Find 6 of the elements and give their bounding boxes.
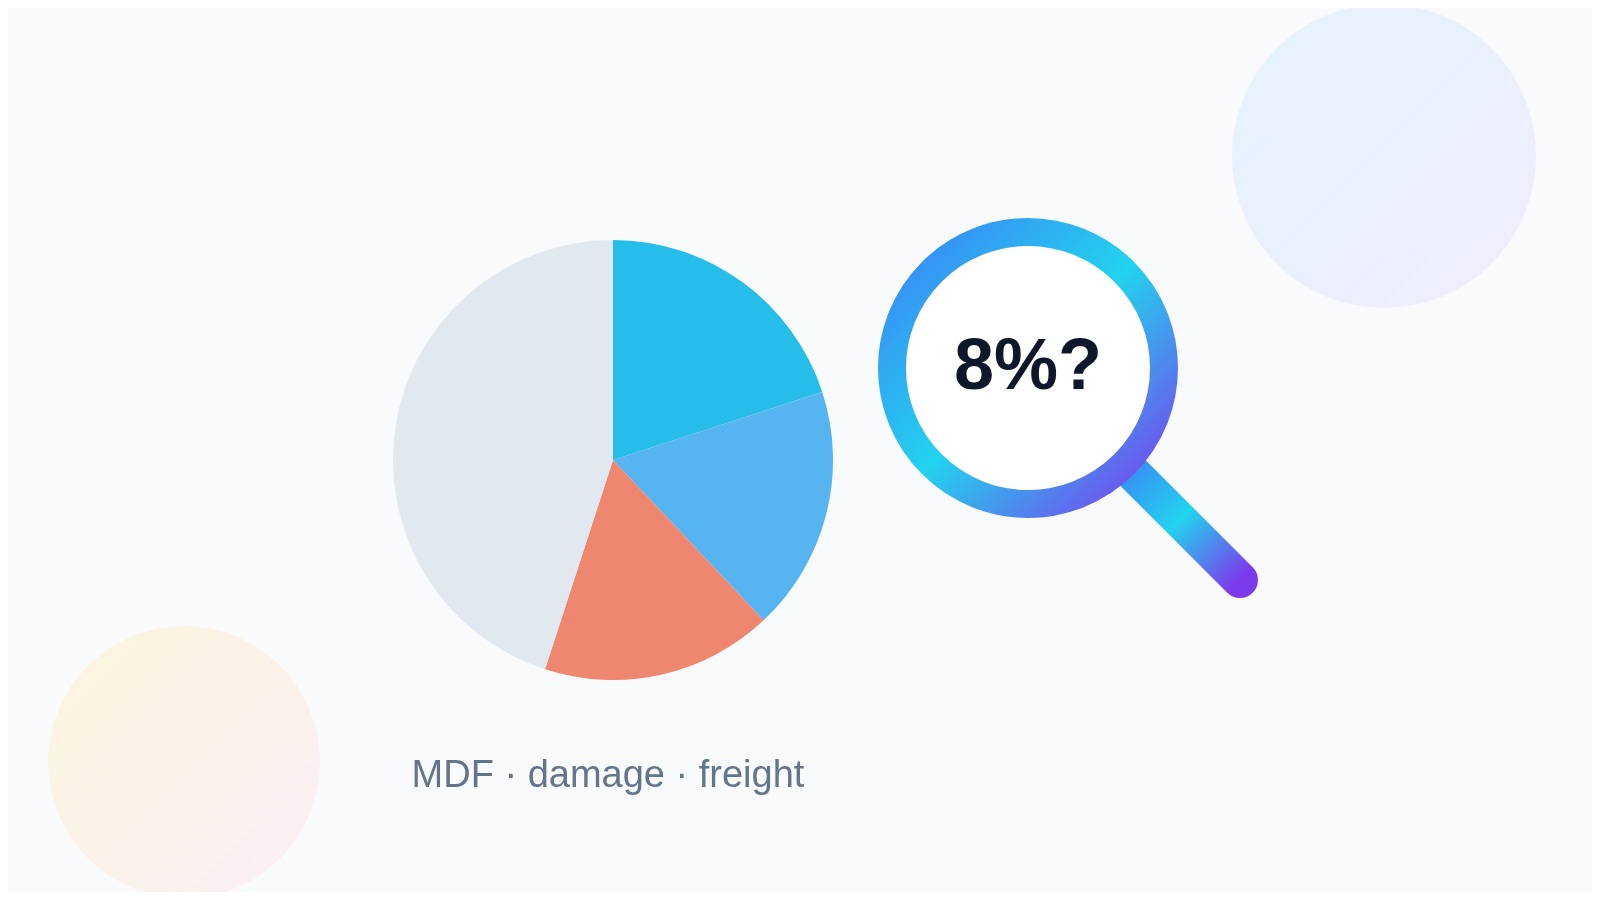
text: MDF · damage · freight: [410, 753, 806, 796]
pie-slice: [393, 240, 613, 670]
text: 8%?: [952, 323, 1103, 405]
pie-slice: [545, 460, 764, 680]
pie-slice: [613, 240, 823, 460]
pie-slice: [613, 392, 833, 621]
